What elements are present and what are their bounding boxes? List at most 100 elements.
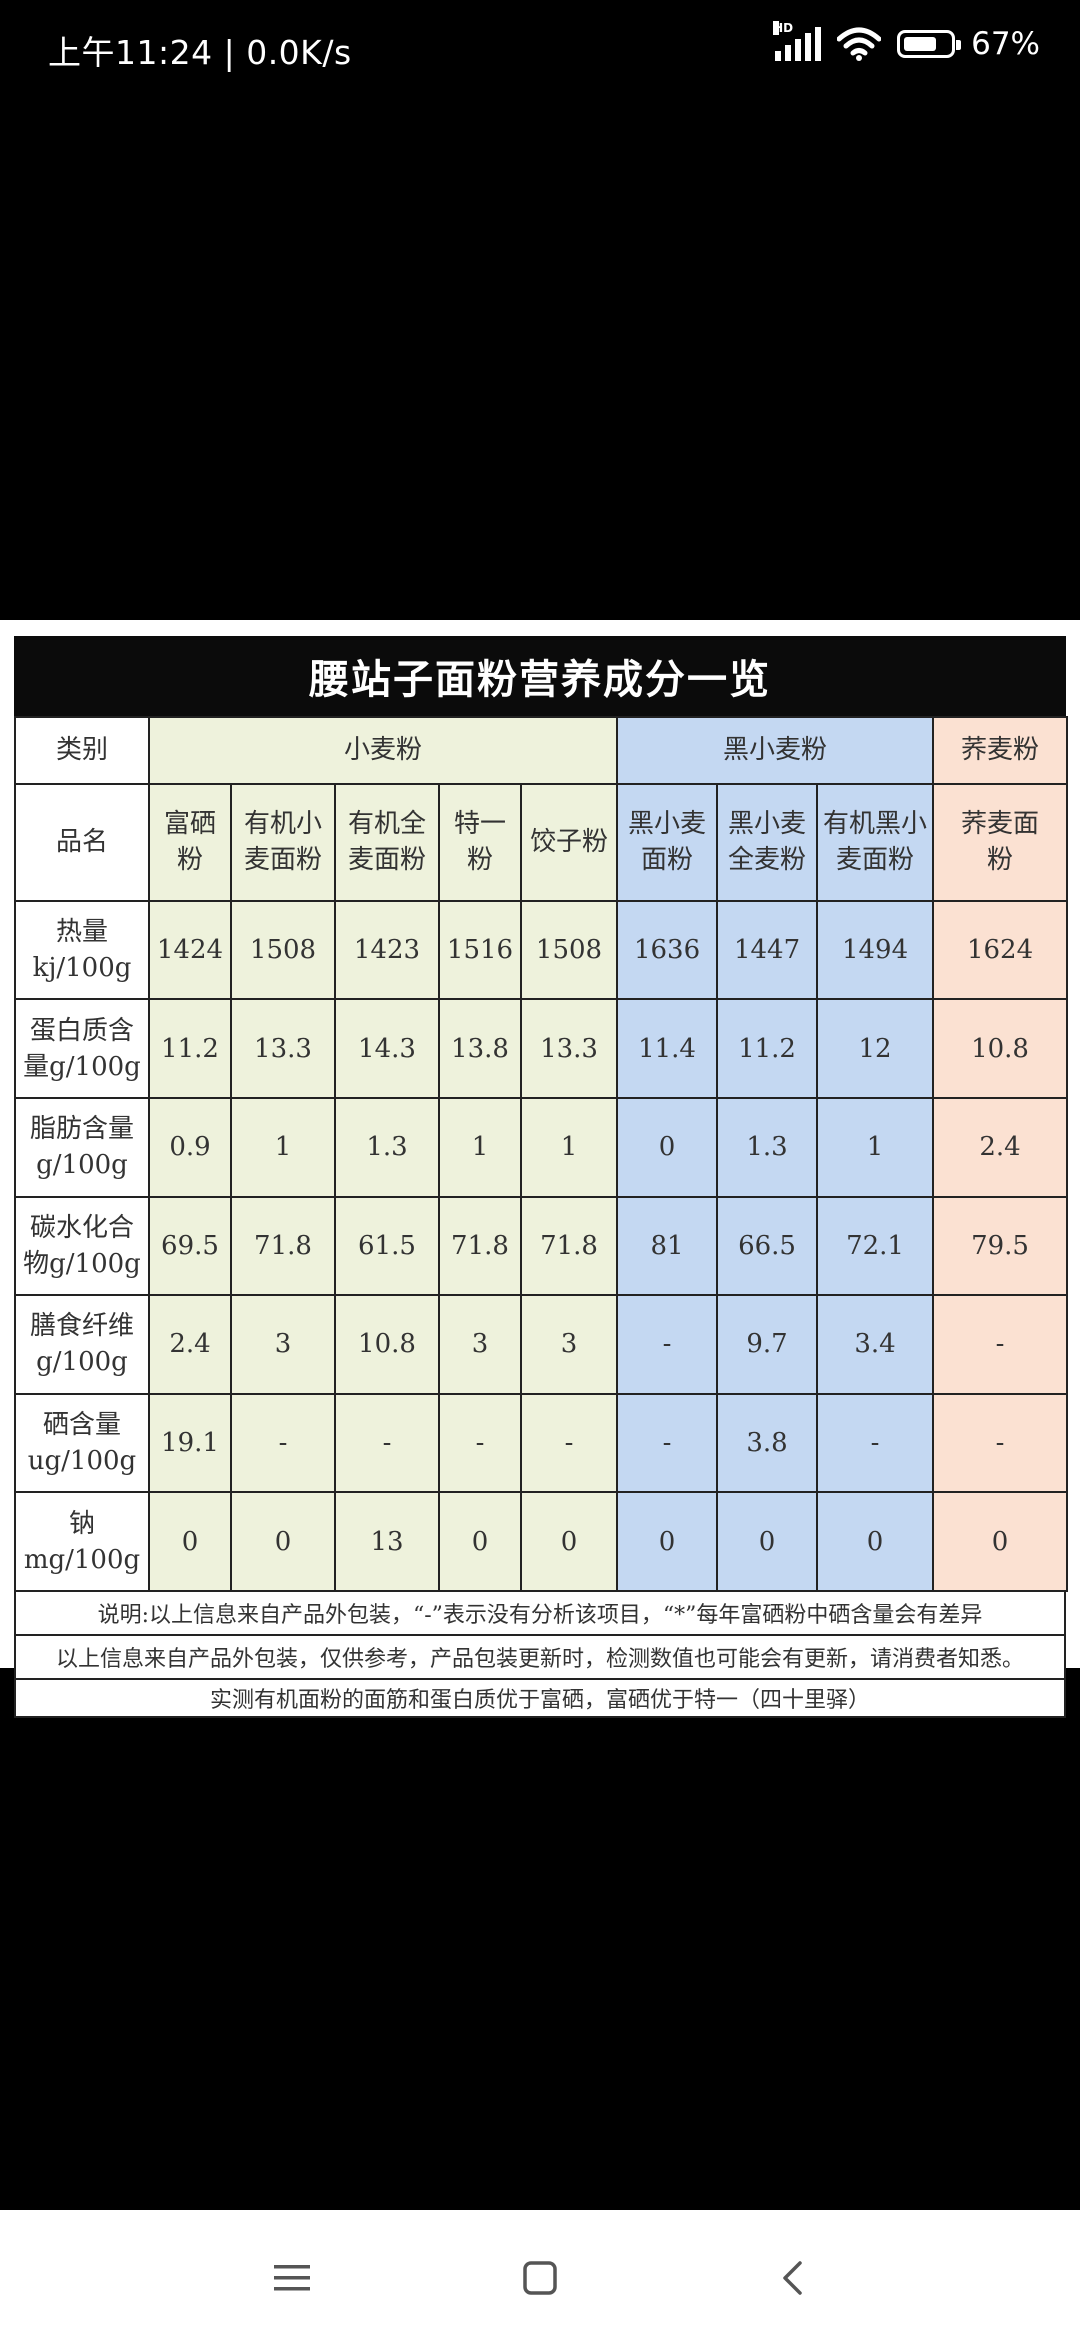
nutrient-value: 1636 bbox=[616, 899, 719, 1001]
status-bar: 上午11:24 | 0.0K/s HD 67% bbox=[0, 0, 1080, 100]
sheet-title: 腰站子面粉营养成分一览 bbox=[14, 636, 1066, 716]
product-header: 荞麦面粉 bbox=[932, 782, 1069, 902]
nutrient-value: 13.3 bbox=[230, 998, 336, 1100]
product-header: 黑小麦 面粉 bbox=[616, 782, 719, 902]
back-chevron-icon bbox=[783, 2261, 802, 2295]
cell-line-2: 麦面粉 bbox=[836, 845, 915, 876]
signal-icon: HD bbox=[773, 21, 822, 61]
battery-icon bbox=[897, 30, 962, 58]
nutrient-value: 1508 bbox=[230, 899, 336, 1001]
nutrient-value: - bbox=[932, 1294, 1069, 1395]
nutrient-value: 1.3 bbox=[334, 1097, 440, 1198]
shared-image[interactable]: 腰站子面粉营养成分一览 类别 小麦粉 黑小麦粉 荞麦粉 品名 富硒粉 有机小 麦面粉… bbox=[0, 620, 1080, 1718]
home-button[interactable] bbox=[510, 2248, 570, 2308]
nutrient-value: 10.8 bbox=[334, 1294, 440, 1395]
cell-line-2: 麦面粉 bbox=[347, 845, 426, 876]
nutrient-value: 0 bbox=[148, 1491, 232, 1592]
nutrient-value: 81 bbox=[616, 1195, 719, 1297]
nutrient-value: 0 bbox=[438, 1491, 522, 1592]
nutrient-label: 蛋白质含 量g/100g bbox=[14, 998, 150, 1100]
nutrient-value: 1624 bbox=[932, 899, 1069, 1001]
cell-line-1: 富硒粉 bbox=[163, 809, 216, 876]
cell-line-2: 物g/100g bbox=[23, 1248, 141, 1279]
nutrient-row: 硒含量 ug/100g 19.1- - - - -3.8- - bbox=[14, 1392, 1069, 1494]
nutrient-value: 71.8 bbox=[438, 1195, 522, 1297]
menu-icon bbox=[274, 2265, 310, 2291]
group-header-row: 类别 小麦粉 黑小麦粉 荞麦粉 bbox=[14, 716, 1069, 785]
nutrient-value: 3.4 bbox=[816, 1294, 935, 1395]
note-explanation: 说明:以上信息来自产品外包装，“-”表示没有分析该项目，“*”每年富硒粉中硒含量… bbox=[14, 1590, 1066, 1636]
group-buckwheat: 荞麦粉 bbox=[932, 716, 1069, 785]
cell-line-2: ug/100g bbox=[27, 1446, 137, 1477]
cell-line-1: 脂肪含量 bbox=[29, 1114, 134, 1145]
product-header: 有机全 麦面粉 bbox=[334, 782, 440, 902]
nutrient-label: 硒含量 ug/100g bbox=[14, 1392, 150, 1494]
nutrient-value: 13.8 bbox=[438, 998, 522, 1100]
nutrient-value: 14.3 bbox=[334, 998, 440, 1100]
cell-line-1: 有机黑小 bbox=[823, 809, 928, 840]
battery-percent: 67% bbox=[971, 26, 1040, 62]
nutrient-value: 0 bbox=[932, 1491, 1069, 1592]
nutrient-row: 脂肪含量 g/100g 0.9 1 1.3 1 1 0 1.3 1 2.4 bbox=[14, 1097, 1069, 1198]
product-header: 富硒粉 bbox=[148, 782, 232, 902]
group-black-wheat: 黑小麦粉 bbox=[616, 716, 935, 785]
cell-line-1: 蛋白质含 bbox=[29, 1015, 134, 1046]
nutrient-value: - bbox=[519, 1392, 619, 1494]
nutrient-value: 1423 bbox=[334, 899, 440, 1001]
cell-line-1: 碳水化合 bbox=[29, 1212, 134, 1243]
nutrient-value: 19.1 bbox=[148, 1392, 232, 1494]
cell-line-1: 钠 bbox=[68, 1508, 95, 1539]
nutrient-value: 3 bbox=[438, 1294, 522, 1395]
nutrient-value: 1494 bbox=[816, 899, 935, 1001]
nutrient-row: 蛋白质含 量g/100g 11.2 13.3 14.3 13.8 13.3 11.4 11.2 1… bbox=[14, 998, 1069, 1100]
nutrient-value: 3.8 bbox=[716, 1392, 819, 1494]
product-header: 特一粉 bbox=[438, 782, 522, 902]
cell-line-1: 黑小麦 bbox=[728, 809, 807, 840]
nutrient-value: 9.7 bbox=[716, 1294, 819, 1395]
nutrient-value: 2.4 bbox=[148, 1294, 232, 1395]
nutrient-value: 72.1 bbox=[816, 1195, 935, 1297]
menu-button[interactable] bbox=[262, 2248, 322, 2308]
cell-line-2: 全麦粉 bbox=[728, 845, 807, 876]
nutrient-value: 1447 bbox=[716, 899, 819, 1001]
cell-line-1: 黑小麦 bbox=[628, 809, 707, 840]
cell-line-1: 荞麦面 bbox=[961, 809, 1040, 840]
nutrient-value: 1516 bbox=[438, 899, 522, 1001]
cell-line-2: mg/100g bbox=[23, 1544, 141, 1575]
note-disclaimer: 以上信息来自产品外包装，仅供参考，产品包装更新时，检测数值也可能会有更新，请消费… bbox=[14, 1634, 1066, 1680]
nutrient-value: 3 bbox=[519, 1294, 619, 1395]
cell-line-1: 有机小 bbox=[243, 809, 322, 840]
nutrient-value: 1508 bbox=[519, 899, 619, 1001]
cell-line-1: 饺子粉 bbox=[530, 827, 609, 858]
nutrient-value: 11.2 bbox=[716, 998, 819, 1100]
nutrient-value: 0 bbox=[616, 1491, 719, 1592]
product-header: 有机黑小 麦面粉 bbox=[816, 782, 935, 902]
back-button[interactable] bbox=[762, 2248, 822, 2308]
wifi-icon bbox=[837, 27, 882, 61]
nutrient-value: - bbox=[334, 1392, 440, 1494]
nutrient-value: 3 bbox=[230, 1294, 336, 1395]
cell-line-2: g/100g bbox=[36, 1347, 128, 1378]
nutrient-value: 1 bbox=[816, 1097, 935, 1198]
nutrient-value: 0 bbox=[230, 1491, 336, 1592]
product-header: 饺子粉 bbox=[519, 782, 619, 902]
network-type: HD bbox=[773, 21, 794, 35]
nutrient-value: 12 bbox=[816, 998, 935, 1100]
nutrient-label: 脂肪含量 g/100g bbox=[14, 1097, 150, 1198]
cell-line-1: 热量 bbox=[55, 917, 108, 948]
nutrient-value: - bbox=[616, 1294, 719, 1395]
cell-line-2: 面粉 bbox=[641, 845, 694, 876]
nutrient-value: 79.5 bbox=[932, 1195, 1069, 1297]
nutrient-value: 61.5 bbox=[334, 1195, 440, 1297]
nutrient-row: 膳食纤维 g/100g 2.4 3 10.8 3 3-9.7 3.4- bbox=[14, 1294, 1069, 1395]
nutrient-value: 0.9 bbox=[148, 1097, 232, 1198]
nutrient-value: - bbox=[616, 1392, 719, 1494]
nutrient-value: 1 bbox=[438, 1097, 522, 1198]
nutrient-value: - bbox=[816, 1392, 935, 1494]
home-square-icon bbox=[523, 2261, 557, 2295]
nutrient-row: 钠 mg/100g 0 0 13 0 0 0 0 0 0 bbox=[14, 1491, 1069, 1592]
status-icons: HD 67% bbox=[773, 21, 1040, 62]
nutrient-value: 13 bbox=[334, 1491, 440, 1592]
cell-line-1: 有机全 bbox=[347, 809, 426, 840]
nutrient-value: 71.8 bbox=[519, 1195, 619, 1297]
